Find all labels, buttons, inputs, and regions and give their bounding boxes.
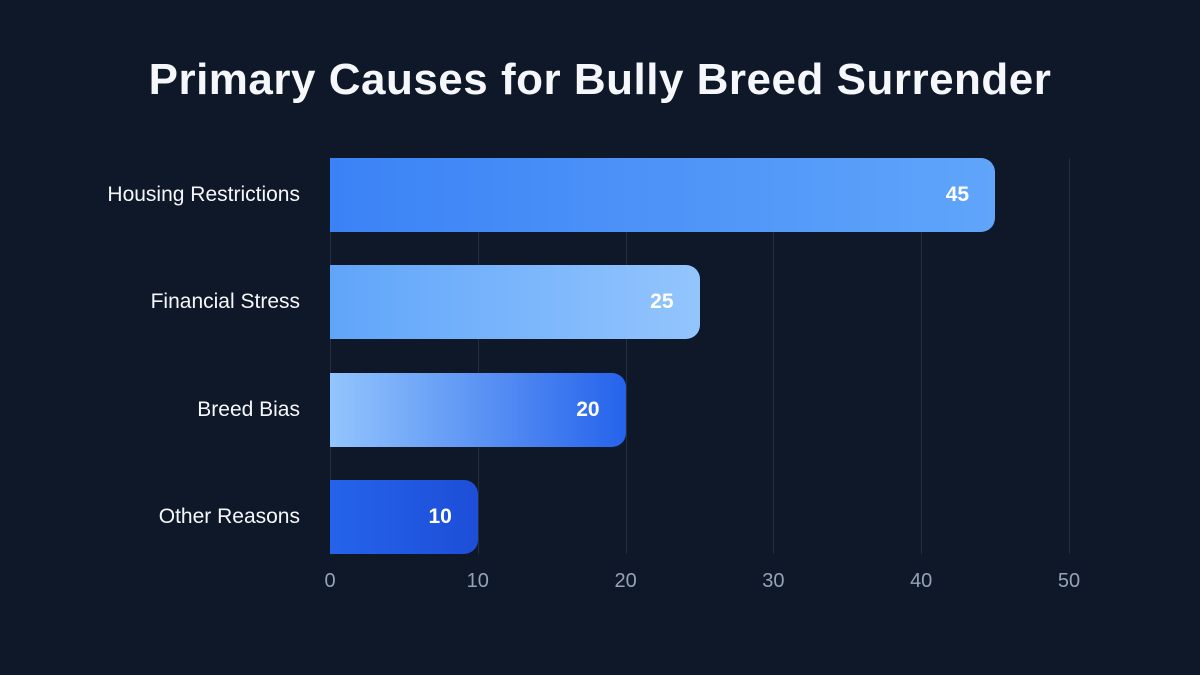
bar-row-housing-restrictions: Housing Restrictions 45	[0, 158, 1200, 232]
value-label-financial-stress: 25	[650, 290, 674, 314]
gridline-30	[773, 158, 775, 554]
category-label-breed-bias: Breed Bias	[197, 397, 300, 421]
chart-title: Primary Causes for Bully Breed Surrender	[148, 55, 1052, 104]
category-label-other-reasons: Other Reasons	[158, 504, 300, 528]
bar-row-financial-stress: Financial Stress 25	[0, 265, 1200, 340]
x-tick-label-30: 30	[762, 570, 785, 592]
gridline-40	[921, 158, 923, 554]
bar-track-other-reasons: 10	[330, 479, 1069, 554]
gridlines	[330, 158, 1070, 554]
value-label-breed-bias: 20	[576, 397, 600, 421]
bar-track-financial-stress: 25	[330, 265, 1069, 340]
bar-rows: Housing Restrictions 45 Financial Stress 25…	[0, 158, 1200, 554]
bar-breed-bias: 20	[330, 372, 626, 447]
bar-row-breed-bias: Breed Bias 20	[0, 372, 1200, 447]
x-tick-label-20: 20	[614, 570, 637, 592]
value-label-other-reasons: 10	[428, 504, 452, 528]
gridline-10	[477, 158, 479, 554]
bar-track-breed-bias: 20	[330, 372, 1069, 447]
category-label-financial-stress: Financial Stress	[150, 290, 300, 314]
gridline-50	[1069, 158, 1070, 554]
bar-other-reasons: 10	[330, 479, 478, 554]
value-label-housing-restrictions: 45	[945, 183, 970, 206]
x-axis: 0 10 20 30 40 50	[324, 570, 1080, 600]
bar-track-housing-restrictions: 45	[330, 158, 1069, 232]
category-label-housing-restrictions: Housing Restrictions	[107, 183, 300, 206]
x-tick-label-10: 10	[466, 570, 489, 592]
gridline-0	[330, 158, 331, 554]
bar-row-other-reasons: Other Reasons 10	[0, 479, 1200, 554]
bar-housing-restrictions: 45	[330, 158, 996, 232]
x-tick-label-40: 40	[910, 570, 933, 592]
x-tick-label-50: 50	[1057, 570, 1081, 592]
gridline-20	[625, 158, 627, 554]
bar-financial-stress: 25	[330, 265, 700, 340]
x-tick-label-0: 0	[324, 570, 336, 592]
